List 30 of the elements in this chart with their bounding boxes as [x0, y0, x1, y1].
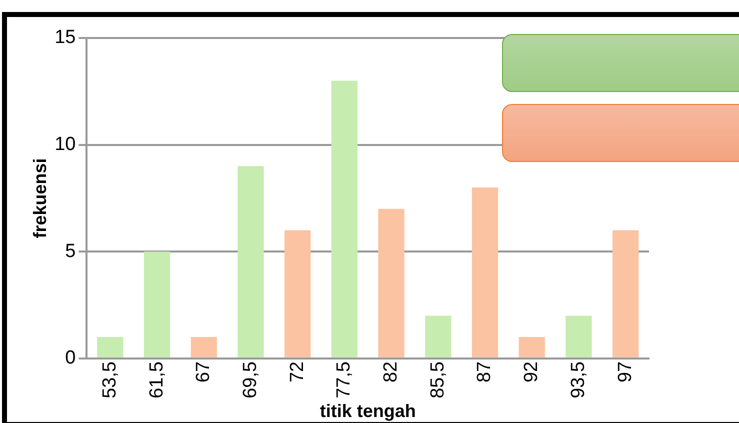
- x-tick-label: 53,5: [99, 361, 120, 398]
- bar: [97, 337, 124, 358]
- y-tick-label: 10: [54, 134, 76, 156]
- bar: [331, 80, 358, 358]
- bar: [378, 208, 404, 358]
- y-axis-title: frekuensi: [30, 158, 50, 238]
- x-axis-title: titik tengah: [320, 401, 416, 422]
- x-tick-label: 97: [614, 361, 636, 383]
- bar: [425, 316, 452, 358]
- x-tick-label: 87: [474, 361, 496, 383]
- bar: [566, 316, 592, 358]
- x-tick-label: 82: [380, 361, 402, 383]
- y-tick-label: 5: [65, 240, 76, 262]
- x-tick-label: 92: [521, 361, 542, 383]
- bar: [144, 252, 170, 358]
- x-tick-label: 61,5: [146, 361, 168, 398]
- bar: [284, 230, 311, 358]
- bar: [472, 188, 498, 358]
- x-tick-label: 69,5: [240, 361, 261, 398]
- bar: [612, 230, 639, 358]
- bar: [518, 337, 545, 358]
- y-tick-label: 15: [54, 27, 76, 48]
- x-tick-label: 93,5: [568, 361, 589, 398]
- y-tick-label: 0: [65, 348, 76, 369]
- bar: [238, 166, 264, 358]
- bar: [190, 337, 217, 358]
- x-tick-label: 72: [286, 361, 308, 383]
- x-tick-label: 67: [193, 361, 214, 383]
- x-tick-label: 77,5: [334, 361, 355, 398]
- x-tick-label: 85,5: [427, 361, 448, 398]
